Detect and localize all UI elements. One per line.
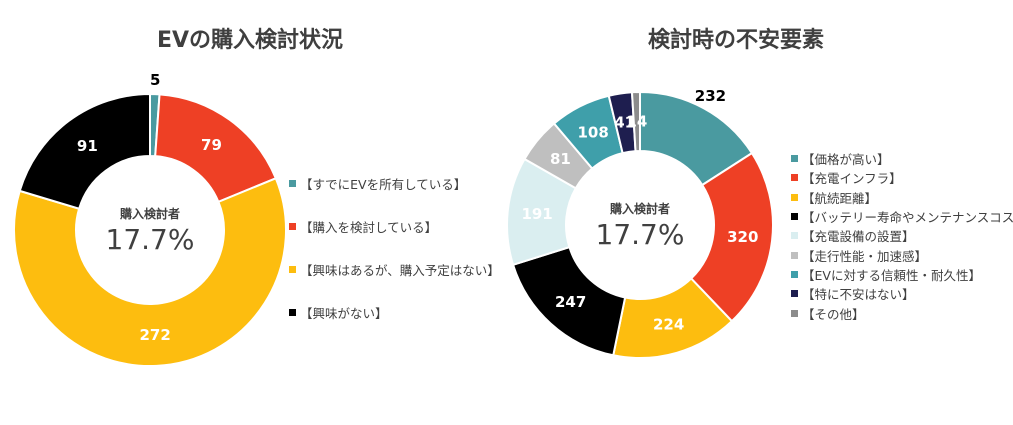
chart-panel-concerns: 検討時の不安要素 232 320 224 247 191 81 108 41 14 購入検討者 17… [506, 0, 1013, 425]
data-label: 232 [695, 87, 726, 105]
legend-item: 【充電インフラ】 [791, 168, 1013, 187]
legend: 【価格が高い】【充電インフラ】【航続距離】【バッテリー寿命やメンテナンスコスト】… [791, 149, 1013, 323]
legend-swatch [791, 270, 798, 278]
legend-swatch [791, 155, 798, 163]
data-label: 320 [727, 228, 758, 246]
data-label: 14 [626, 113, 647, 131]
center-label: 購入検討者 [609, 201, 670, 216]
legend-label: 【特に不安はない】 [802, 287, 915, 303]
legend-item: 【興味はあるが、購入予定はない】 [289, 248, 500, 291]
donut-slice [689, 151, 774, 323]
donut-slice [18, 92, 151, 210]
legend-item: 【すでにEVを所有している】 [289, 162, 500, 205]
legend-swatch [289, 180, 296, 187]
legend-label: 【興味がない】 [300, 306, 388, 321]
chart-title: EVの購入検討状況 [156, 28, 344, 53]
legend-label: 【充電設備の設置】 [802, 229, 915, 245]
legend-item: 【興味がない】 [289, 291, 500, 334]
data-label: 247 [555, 293, 586, 311]
legend-item: 【購入を検討している】 [289, 205, 500, 248]
legend-label: 【充電インフラ】 [802, 171, 902, 187]
legend-swatch [791, 174, 798, 182]
legend-swatch [791, 232, 798, 240]
data-label: 224 [653, 315, 684, 333]
legend-swatch [289, 309, 296, 316]
legend-item: 【走行性能・加速感】 [791, 245, 1013, 264]
legend-swatch [791, 193, 798, 201]
legend-item: 【特に不安はない】 [791, 284, 1013, 303]
legend-label: 【価格が高い】 [802, 152, 890, 168]
legend-item: 【EVに対する信頼性・耐久性】 [791, 265, 1013, 284]
data-label: 91 [77, 137, 98, 155]
legend-item: 【その他】 [791, 303, 1013, 322]
donut-slice [630, 90, 641, 153]
legend: 【すでにEVを所有している】 【購入を検討している】【興味はあるが、購入予定はない… [289, 162, 500, 334]
legend-label: 【航続距離】 [802, 190, 878, 206]
chart-panel-ev-purchase: EVの購入検討状況 5 79 272 91 購入検討者 17.7% 【すでにEVを所有して… [0, 0, 506, 425]
data-label: 41 [614, 114, 635, 132]
legend-swatch [791, 309, 798, 317]
donut-slice [13, 176, 287, 367]
data-label: 108 [577, 124, 608, 142]
legend-label: 【購入を検討している】 [300, 220, 438, 235]
legend-swatch [289, 266, 296, 273]
center-label: 購入検討者 [119, 206, 180, 221]
data-label: 81 [550, 150, 571, 168]
legend-swatch [289, 223, 296, 230]
legend-item: 【航続距離】 [791, 188, 1013, 207]
data-label: 272 [140, 326, 171, 344]
legend-label: 【すでにEVを所有している】 [300, 177, 467, 192]
legend-swatch [791, 251, 798, 259]
data-label: 191 [521, 205, 552, 223]
data-label: 5 [150, 71, 160, 89]
legend-swatch [791, 213, 798, 221]
legend-label: 【走行性能・加速感】 [802, 248, 928, 264]
legend-item: 【価格が高い】 [791, 149, 1013, 168]
center-value: 17.7% [596, 218, 685, 251]
legend-item: 【バッテリー寿命やメンテナンスコスト】 [791, 207, 1013, 226]
legend-swatch [791, 290, 798, 298]
legend-label: 【バッテリー寿命やメンテナンスコスト】 [802, 210, 1013, 226]
legend-label: 【EVに対する信頼性・耐久性】 [802, 267, 981, 283]
center-value: 17.7% [106, 223, 195, 256]
chart-title: 検討時の不安要素 [647, 28, 824, 53]
legend-item: 【充電設備の設置】 [791, 226, 1013, 245]
legend-label: 【興味はあるが、購入予定はない】 [300, 263, 500, 278]
donut-chart-ev-purchase: 5 79 272 91 購入検討者 17.7% [13, 71, 287, 367]
data-label: 79 [201, 136, 222, 154]
legend-label: 【その他】 [802, 306, 865, 322]
